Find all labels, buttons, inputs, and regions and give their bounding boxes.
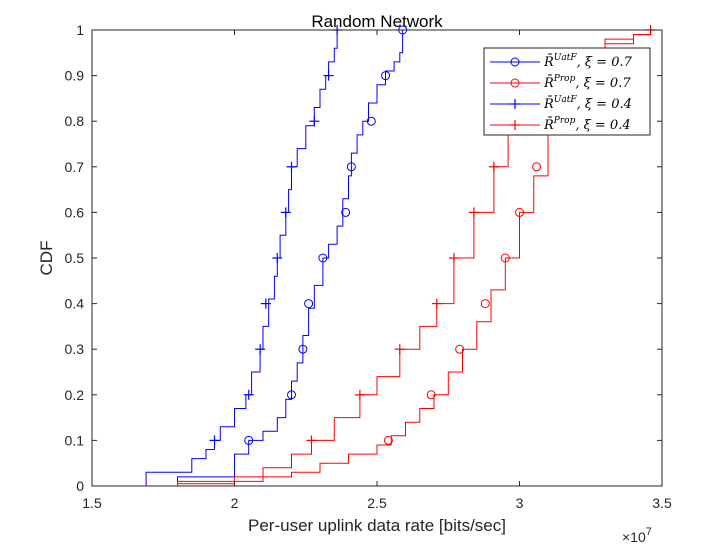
series-1-marker [426,390,436,400]
legend: R̄UatF, ξ = 0.7 R̄Prop, ξ = 0.7 R̄UatF, ξ … [483,47,651,136]
series-1-marker [455,344,465,354]
legend-items: R̄UatF, ξ = 0.7 R̄Prop, ξ = 0.7 R̄UatF, ξ … [490,53,633,133]
series-0-marker [287,390,296,400]
legend-label: R̄Prop, ξ = 0.4 [543,116,631,133]
x-tick-label: 2.5 [367,495,387,511]
legend-label: R̄Prop, ξ = 0.7 [543,74,631,91]
legend-marker [510,120,520,130]
series-0 [92,25,408,487]
series-0-marker [318,253,328,263]
series-1-marker [515,207,524,217]
x-tick-label: 3.5 [652,495,672,511]
y-tick-label: 0.1 [65,432,85,448]
x-axis-label: Per-user uplink data rate [bits/sec] [248,516,506,535]
y-tick-label: 0 [76,478,84,494]
series-3-marker [448,253,459,263]
series-0-marker [244,435,254,445]
x-tick-label: 3 [516,495,524,511]
series-2-marker [309,116,320,127]
x-tick-label: 1.5 [82,495,102,511]
series-2-marker [323,70,334,81]
series-1-marker [480,299,490,309]
series-0-marker [298,344,308,354]
x-exponent-base: ×10 [622,529,646,545]
series-0-marker [346,162,356,172]
series-2-marker [255,344,266,355]
legend-marker [510,57,520,67]
ticks-layer: 1.5 2 2.5 3 3.5 0 0.1 0.2 0.3 0.4 0.5 0.6 0.7 0.8 0.9 1 [65,22,672,511]
legend-item-0: R̄UatF, ξ = 0.7 [490,53,633,70]
series-3-marker [394,344,405,355]
series-3-marker [354,389,365,400]
series-2-marker [260,298,271,309]
legend-marker [510,99,520,109]
legend-item-2: R̄UatF, ξ = 0.4 [490,95,632,112]
series-2-marker [280,207,291,218]
y-tick-label: 0.2 [65,387,85,403]
series-0-marker [304,299,314,309]
series-0-marker [366,116,376,126]
y-tick-label: 0.7 [65,159,85,175]
y-tick-label: 1 [76,22,84,38]
series-2-marker [272,253,283,263]
x-tick-label: 2 [231,495,239,511]
x-exponent-label: ×107 [622,526,652,545]
series-2-marker [243,389,254,400]
series-1-marker [500,253,510,263]
legend-item-1: R̄Prop, ξ = 0.7 [490,74,631,91]
series-0-marker [381,71,391,81]
series-3-marker [306,435,317,446]
y-tick-label: 0.9 [65,68,85,84]
legend-label: R̄UatF, ξ = 0.4 [543,95,632,112]
chart-title: Random Network [311,12,443,31]
x-exponent-power: 7 [646,526,652,538]
series-1-marker [383,435,393,445]
y-tick-label: 0.6 [65,204,85,220]
legend-item-3: R̄Prop, ξ = 0.4 [490,116,631,133]
series-3-marker [431,298,442,309]
series-3-marker [468,207,479,218]
y-tick-label: 0.3 [65,341,85,357]
series-0-marker [341,207,351,217]
y-tick-label: 0.8 [65,113,85,129]
legend-label: R̄UatF, ξ = 0.7 [543,53,633,70]
series-2-marker [286,161,297,172]
series-1-marker [532,162,542,172]
legend-marker [510,78,520,88]
y-axis-label: CDF [37,241,56,276]
y-tick-label: 0.5 [65,250,85,266]
y-tick-label: 0.4 [65,296,85,312]
series-2-marker [209,435,220,446]
series-3-marker [488,161,499,172]
series-line-0 [92,30,404,487]
